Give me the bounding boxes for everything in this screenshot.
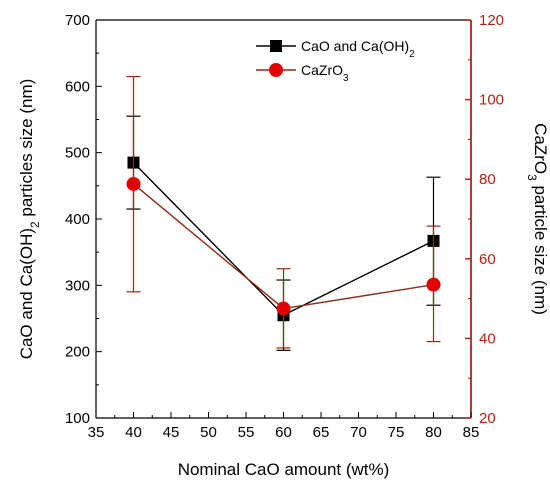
subscript: 2	[409, 49, 414, 60]
left-y-tick-label: 200	[65, 344, 90, 361]
label-part: particle size (nm)	[531, 181, 550, 315]
subscript: 3	[343, 73, 349, 84]
x-tick-label: 40	[125, 424, 142, 441]
legend-label-0: CaO and Ca(OH)2	[301, 38, 415, 60]
data-point-circle	[426, 277, 441, 292]
right-y-axis-title: CaZrO3 particle size (nm)	[525, 123, 550, 315]
subscript: 2	[28, 221, 42, 228]
x-tick-label: 35	[88, 424, 105, 441]
label-part: CaO and Ca(OH)	[17, 228, 36, 359]
label-part: CaZrO	[531, 123, 550, 174]
right-y-tick-label: 20	[479, 410, 496, 427]
legend-label-1: CaZrO3	[301, 62, 349, 84]
data-point-circle	[276, 301, 291, 316]
x-tick-label: 55	[238, 424, 255, 441]
left-y-tick-label: 300	[65, 277, 90, 294]
x-tick-label: 50	[200, 424, 217, 441]
data-point-circle	[126, 176, 141, 191]
label-part: CaZrO	[301, 62, 343, 78]
x-tick-label: 85	[463, 424, 480, 441]
x-tick-label: 60	[275, 424, 292, 441]
left-y-tick-label: 500	[65, 145, 90, 162]
legend-marker-circle	[269, 63, 283, 77]
label-part: particles size (nm)	[17, 79, 36, 222]
x-tick-label: 45	[163, 424, 180, 441]
left-y-tick-label: 400	[65, 211, 90, 228]
right-y-tick-label: 120	[479, 12, 504, 29]
left-y-axis-title: CaO and Ca(OH)2 particles size (nm)	[17, 79, 42, 360]
left-y-tick-label: 600	[65, 78, 90, 95]
x-tick-label: 75	[388, 424, 405, 441]
x-tick-label: 65	[313, 424, 330, 441]
plot-area: 35 40 45 50 55 60 65 70 75 80 85 100 200 300 400 500 600…	[17, 12, 550, 479]
label-part: CaO and Ca(OH)	[301, 38, 409, 54]
right-y-tick-label: 40	[479, 330, 496, 347]
x-tick-label: 70	[350, 424, 367, 441]
right-y-tick-label: 60	[479, 251, 496, 268]
x-axis-title: Nominal CaO amount (wt%)	[178, 460, 390, 479]
x-tick-label: 80	[425, 424, 442, 441]
left-y-tick-label: 100	[65, 410, 90, 427]
left-y-tick-label: 700	[65, 12, 90, 29]
right-y-tick-label: 80	[479, 171, 496, 188]
legend-marker-square	[270, 40, 282, 52]
right-y-tick-label: 100	[479, 92, 504, 109]
subscript: 3	[525, 174, 539, 181]
